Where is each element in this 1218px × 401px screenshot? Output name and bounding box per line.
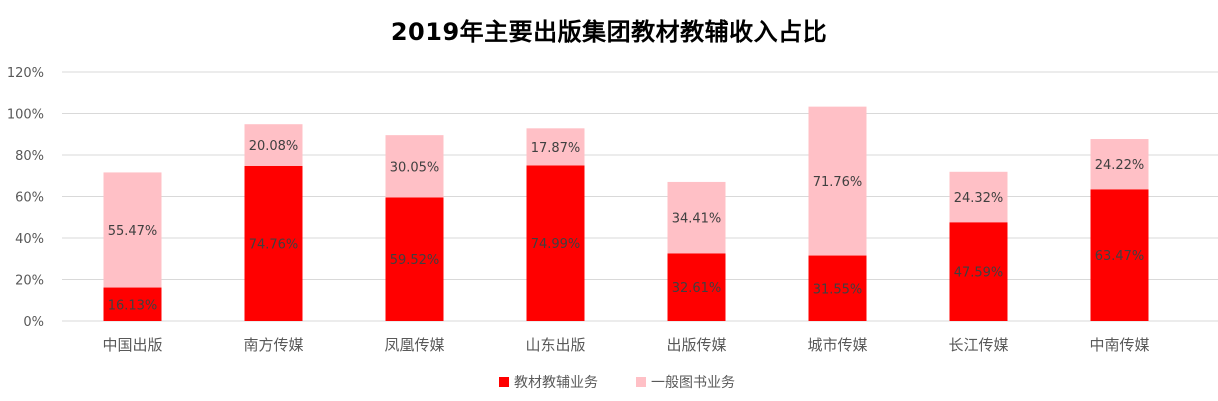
x-axis-categories: 中国出版 南方传媒 凤凰传媒 山东出版 出版传媒 城市传媒 长江传媒 中南传媒 — [102, 336, 1149, 354]
legend: 教材教辅业务 一般图书业务 — [499, 375, 735, 391]
bar-series2-6 — [949, 171, 1008, 223]
x-category-label-7: 中南传媒 — [1089, 336, 1149, 354]
bar-series1-5 — [808, 255, 867, 321]
y-tick-label-0: 0% — [23, 315, 44, 330]
y-tick-label-5: 100% — [7, 108, 44, 123]
bar-series1-7 — [1090, 189, 1149, 321]
y-tick-label-1: 20% — [15, 274, 44, 289]
y-tick-label-2: 40% — [15, 232, 44, 247]
bar-series1-1 — [244, 165, 303, 321]
legend-label-series2: 一般图书业务 — [651, 375, 735, 391]
data-label-series1-0: 16.13% — [108, 298, 158, 313]
x-category-label-1: 南方传媒 — [243, 336, 303, 354]
y-axis-ticks: 0% 20% 40% 60% 80% 100% 120% — [7, 66, 44, 330]
data-label-series2-1: 20.08% — [249, 139, 299, 154]
x-category-label-5: 城市传媒 — [807, 336, 867, 354]
data-label-series1-6: 47.59% — [954, 266, 1004, 281]
bar-series2-3 — [526, 128, 585, 166]
data-label-series1-4: 32.61% — [672, 281, 722, 296]
bar-series2-0 — [103, 172, 162, 288]
bar-series1-4 — [667, 253, 726, 321]
data-label-series1-3: 74.99% — [531, 237, 581, 252]
bar-series2-7 — [1090, 139, 1149, 190]
bar-series2-5 — [808, 106, 867, 256]
data-label-series2-0: 55.47% — [108, 224, 158, 239]
data-label-series2-2: 30.05% — [390, 160, 440, 175]
x-category-label-0: 中国出版 — [102, 336, 162, 354]
y-tick-label-4: 80% — [15, 149, 44, 164]
y-tick-label-6: 120% — [7, 66, 44, 81]
data-label-series2-4: 34.41% — [672, 212, 722, 227]
grid-lines — [62, 71, 1218, 322]
bar-series1-2 — [385, 197, 444, 321]
x-category-label-4: 出版传媒 — [666, 336, 726, 354]
y-tick-label-3: 60% — [15, 191, 44, 206]
data-label-series1-5: 31.55% — [813, 282, 863, 297]
x-category-label-3: 山东出版 — [525, 336, 585, 354]
legend-label-series1: 教材教辅业务 — [514, 375, 598, 391]
x-category-label-2: 凤凰传媒 — [384, 336, 444, 354]
data-label-series2-5: 71.76% — [813, 175, 863, 190]
data-label-series2-7: 24.22% — [1095, 158, 1145, 173]
bar-series1-3 — [526, 165, 585, 321]
x-category-label-6: 长江传媒 — [948, 336, 1008, 354]
data-label-series1-2: 59.52% — [390, 253, 440, 268]
bar-series2-4 — [667, 181, 726, 254]
data-labels: 16.13% 55.47% 74.76% 20.08% 59.52% 30.05% 74.9… — [108, 139, 1145, 313]
legend-swatch-series1 — [499, 377, 509, 387]
data-label-series2-3: 17.87% — [531, 141, 581, 156]
legend-swatch-series2 — [636, 377, 646, 387]
bar-series2-1 — [244, 124, 303, 166]
data-label-series2-6: 24.32% — [954, 191, 1004, 206]
bar-series1-0 — [103, 287, 162, 321]
bar-series2-2 — [385, 135, 444, 198]
data-label-series1-7: 63.47% — [1095, 249, 1145, 264]
bars — [103, 106, 1149, 321]
chart-title: 2019年主要出版集团教材教辅收入占比 — [390, 18, 828, 46]
bar-series1-6 — [949, 222, 1008, 321]
data-label-series1-1: 74.76% — [249, 237, 299, 252]
